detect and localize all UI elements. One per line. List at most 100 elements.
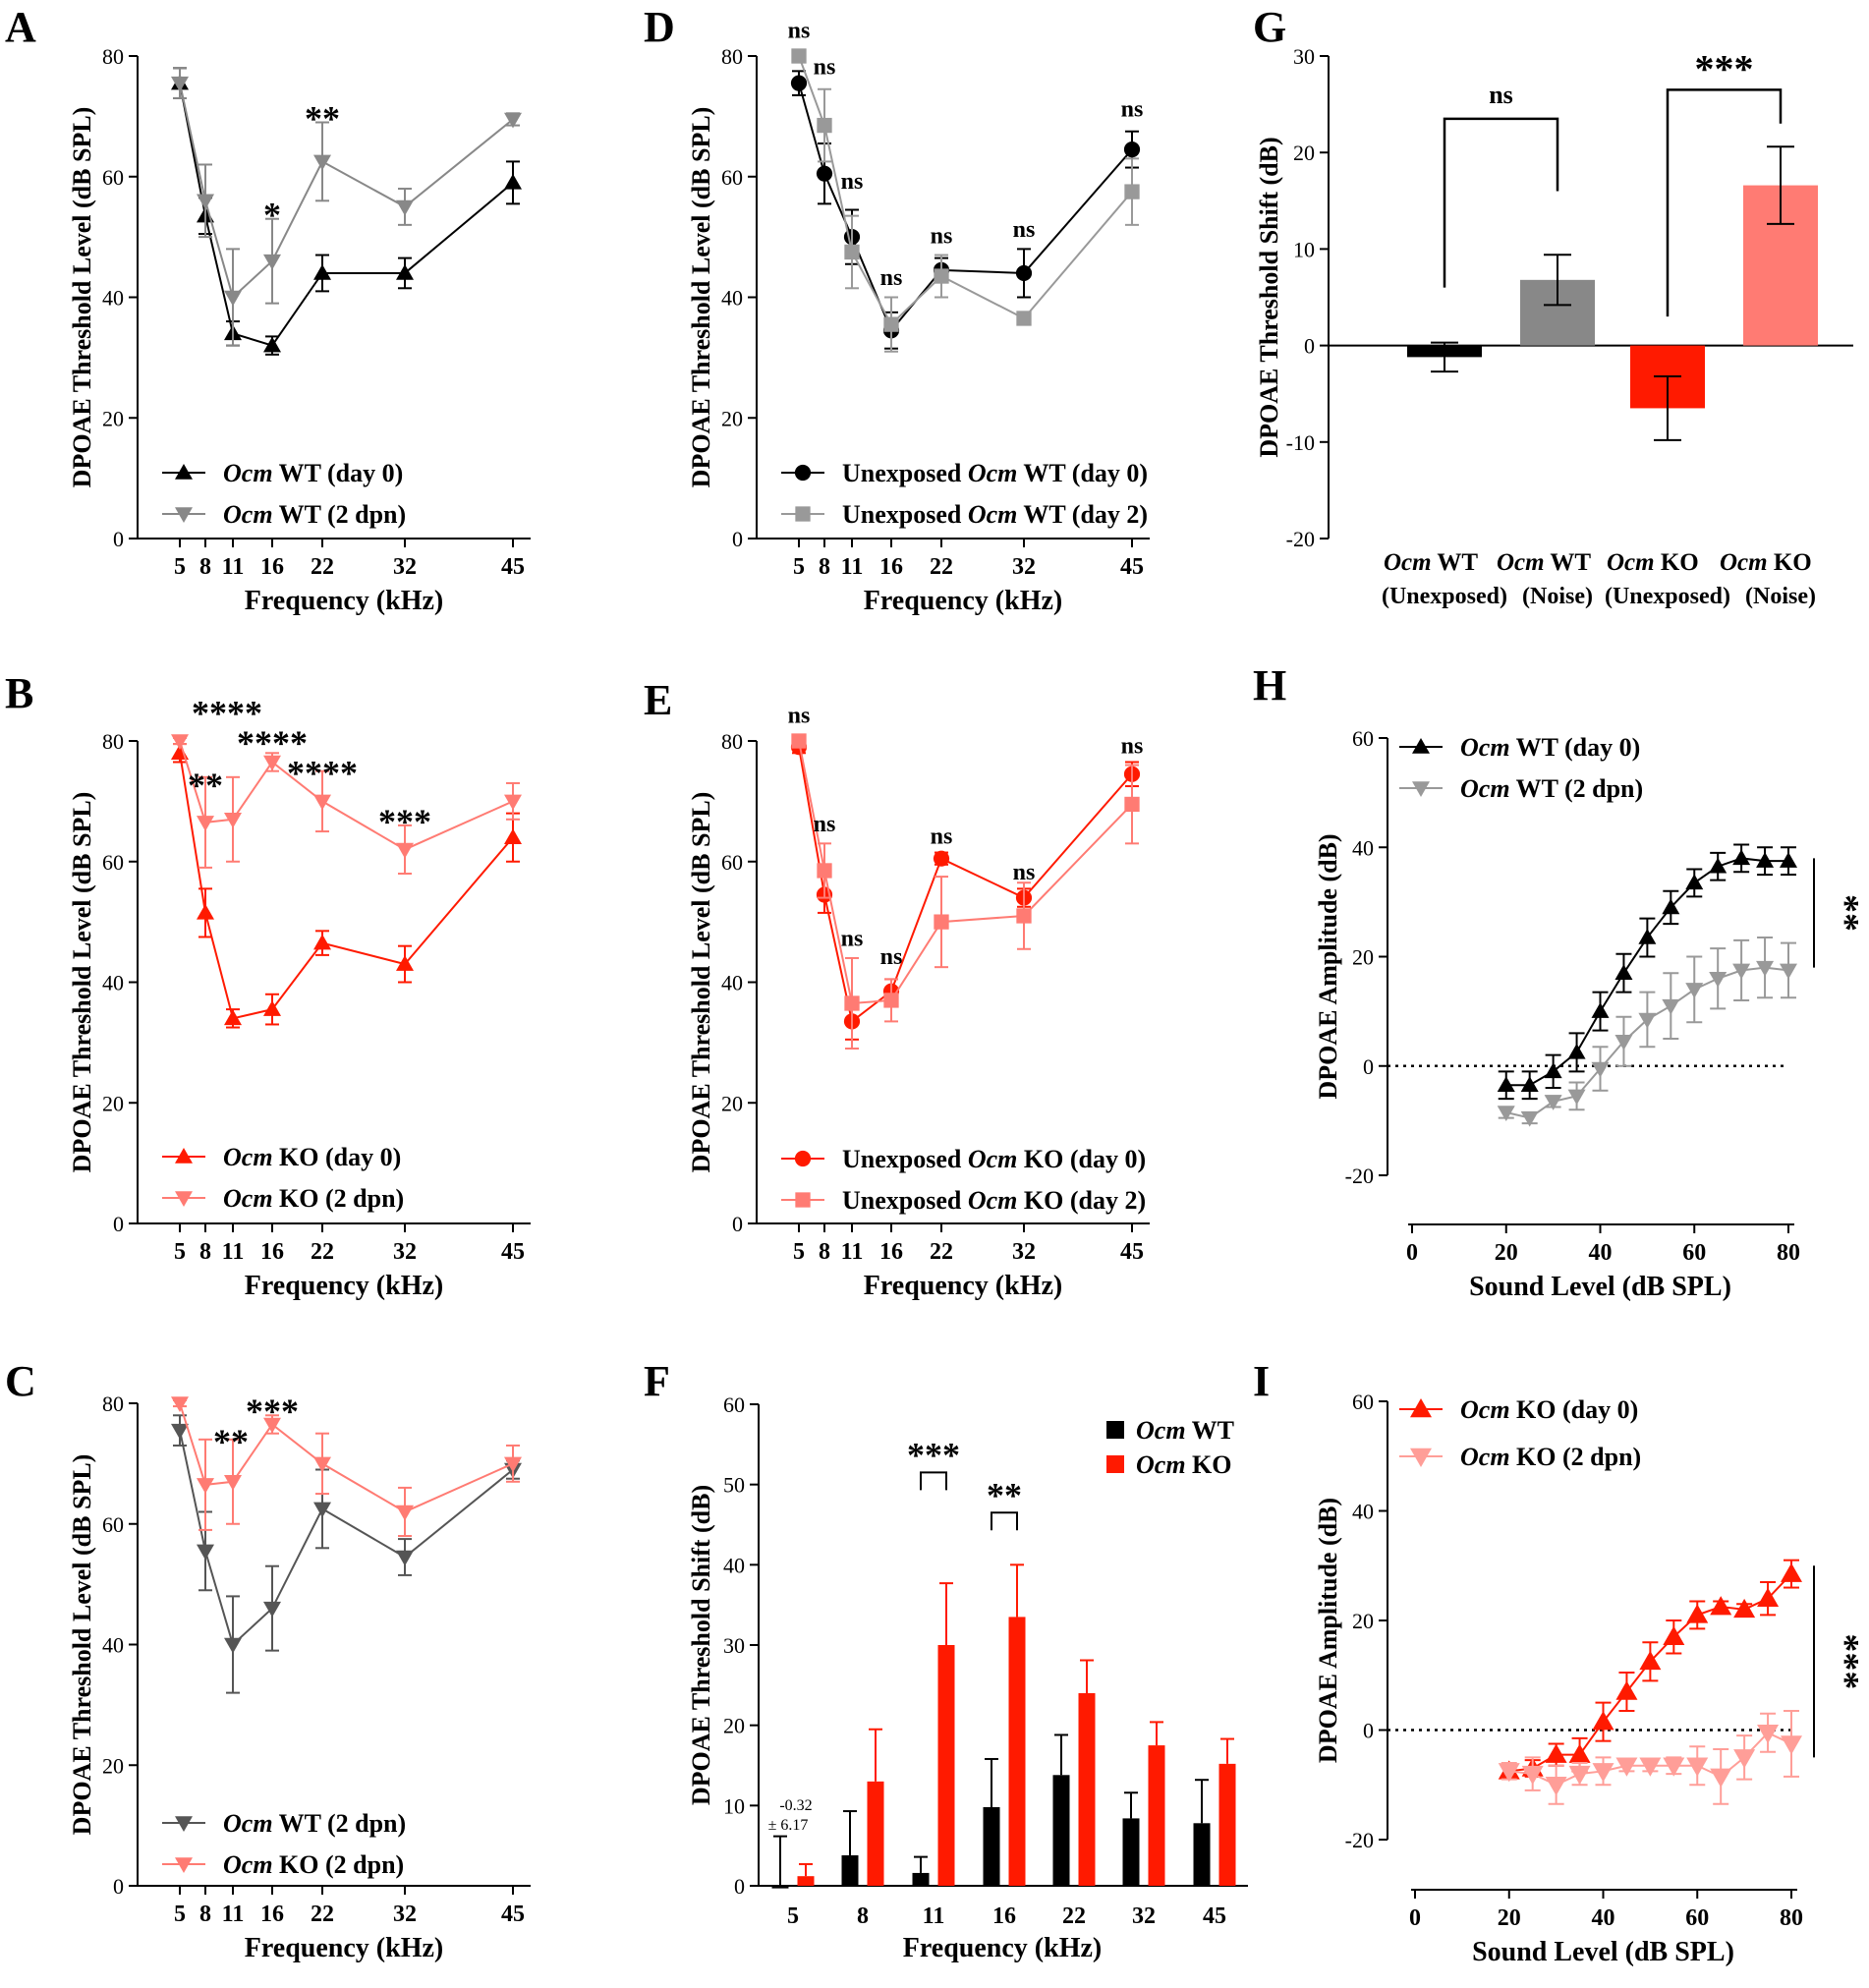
significance-label: ** [987,1475,1022,1514]
y-tick-label: 40 [102,971,124,995]
significance-label: ns [814,54,836,80]
data-point [197,903,214,920]
data-point [817,863,832,879]
data-point [1710,1768,1732,1788]
x-tick-label: 32 [1012,554,1036,580]
y-tick-label: 0 [113,1874,124,1899]
y-tick-label: 80 [102,729,124,754]
y-axis-label: DPOAE Threshold Level (dB SPL) [687,107,715,488]
x-axis-label: Frequency (kHz) [864,1271,1062,1301]
legend-label: Unexposed Ocm KO (day 2) [842,1186,1146,1215]
x-tick-label: 11 [222,1902,245,1927]
y-tick-label: 20 [1352,1609,1374,1633]
significance-label: ns [1489,81,1513,109]
x-tick-label: 45 [501,1902,525,1927]
data-point [1497,1076,1515,1092]
legend-label: Ocm WT (day 0) [1460,733,1640,762]
data-point [504,173,522,190]
legend-label: Ocm KO (2 dpn) [223,1184,404,1213]
data-point [934,268,949,284]
data-point [1015,264,1033,282]
data-point [1780,852,1797,868]
x-tick-label: 45 [1120,1239,1144,1265]
series-1 [171,1396,522,1538]
x-tick-label: Ocm WT [1497,549,1591,576]
x-tick-label: 22 [930,554,953,580]
legend-marker [1412,781,1430,797]
panel-E: E 0 20 40 60 80 5 8 11 16 22 32 45 DPOAE Threshold Le… [644,676,1150,1301]
legend-marker [175,1191,193,1207]
data-point [1663,1757,1685,1777]
panel-A: A 0 20 40 60 80 5 8 11 16 22 32 45 DPOAE Threshold Le… [5,3,531,616]
x-tick-label: Ocm KO [1720,549,1812,576]
data-point [1498,1763,1520,1783]
data-point [1639,1757,1662,1777]
value-label: -0.32 [779,1797,812,1814]
x-tick-sublabel: (Noise) [1522,584,1593,609]
panel-C: C 0 20 40 60 80 5 8 11 16 22 32 45 DPOAE Threshold Le… [5,1357,531,1963]
significance-label: ns [841,927,864,952]
x-tick-label: 80 [1777,1240,1800,1266]
x-axis-label: Frequency (kHz) [245,1933,443,1963]
data-point [816,165,833,182]
y-tick-label: -20 [1345,1828,1374,1852]
data-point [1615,1757,1638,1777]
significance-label: *** [907,1435,960,1474]
panel-letter: A [5,3,36,51]
x-axis-label: Frequency (kHz) [864,586,1062,616]
data-point [197,194,214,210]
data-point [1497,1106,1515,1122]
legend-marker [175,1148,193,1164]
data-point [817,117,832,134]
legend-marker [795,1192,811,1208]
y-tick-label: 0 [1363,1719,1374,1743]
x-axis-label: Sound Level (dB SPL) [1472,1937,1734,1967]
y-tick-label: 0 [732,1212,743,1236]
y-tick-label: 0 [1363,1054,1374,1079]
y-tick-label: 0 [113,527,124,551]
y-tick-label: 40 [721,971,743,995]
legend-marker [175,1857,193,1873]
legend-label: Unexposed Ocm WT (day 2) [842,500,1148,529]
data-point [1638,929,1657,944]
x-tick-label: 5 [787,1903,799,1929]
significance-label: ns [880,944,903,970]
x-tick-label: 80 [1780,1905,1803,1931]
x-axis-label: Frequency (kHz) [903,1933,1102,1963]
data-point [224,1637,242,1654]
x-tick-label: 16 [992,1903,1016,1929]
bar [912,1872,930,1886]
y-tick-label: 60 [102,850,124,875]
significance-label: ns [1121,96,1144,122]
bar [1193,1823,1211,1886]
legend-marker [794,464,812,482]
y-tick-label: 20 [1293,141,1315,165]
data-point [1568,1765,1591,1786]
data-point [1520,1076,1539,1092]
x-tick-label: 22 [311,554,334,580]
significance-label: ns [841,169,864,195]
data-point [1545,1743,1567,1763]
x-tick-label: 20 [1495,1240,1518,1266]
y-tick-label: 60 [721,165,743,190]
x-tick-label: 8 [199,554,211,580]
significance-label: ** [213,1422,249,1461]
legend-label: Ocm WT (2 dpn) [223,500,406,529]
y-tick-label: 50 [723,1473,745,1498]
data-point [197,816,214,831]
y-tick-label: 20 [721,1091,743,1115]
x-tick-label: 45 [501,1239,525,1265]
bar [1078,1693,1096,1886]
significance-label: ns [1121,733,1144,759]
y-tick-label: 20 [723,1714,745,1738]
data-point [1016,908,1032,924]
series-0 [771,1733,1211,1889]
significance-label: **** [237,723,308,763]
x-tick-sublabel: (Unexposed) [1605,584,1730,609]
data-point [1709,972,1727,988]
x-tick-label: 20 [1498,1905,1521,1931]
y-tick-label: 0 [113,1212,124,1236]
data-point [197,1544,214,1561]
y-tick-label: 10 [1293,237,1315,261]
